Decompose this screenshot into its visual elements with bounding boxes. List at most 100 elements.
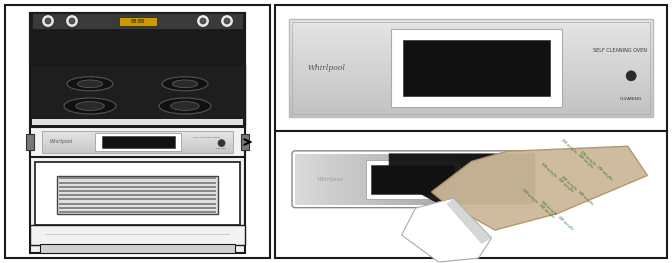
Bar	[241, 134, 249, 150]
Bar	[477, 154, 484, 205]
Bar	[5, 5, 270, 258]
Bar	[401, 154, 407, 205]
Bar	[42, 140, 233, 142]
Bar	[289, 18, 653, 23]
Bar	[391, 29, 562, 107]
Bar	[30, 127, 245, 157]
Bar	[42, 146, 233, 148]
Bar	[26, 134, 34, 150]
Bar	[513, 154, 519, 205]
Bar	[42, 139, 233, 141]
Circle shape	[42, 14, 54, 28]
Bar	[42, 134, 233, 135]
Bar	[289, 42, 653, 47]
Bar	[489, 154, 495, 205]
Bar	[95, 133, 181, 151]
Text: 88:88: 88:88	[130, 19, 144, 24]
Bar	[289, 26, 653, 31]
Bar	[59, 203, 216, 205]
Bar	[42, 148, 233, 150]
Bar	[383, 154, 390, 205]
Bar	[319, 154, 325, 205]
Polygon shape	[431, 146, 647, 230]
Bar	[289, 81, 653, 86]
Bar	[289, 38, 653, 43]
Circle shape	[45, 18, 51, 24]
Ellipse shape	[172, 80, 198, 88]
Bar	[454, 154, 460, 205]
Bar	[42, 132, 233, 133]
Bar	[32, 13, 243, 29]
Bar	[42, 141, 233, 143]
Bar	[59, 207, 216, 209]
Bar	[471, 154, 478, 205]
Bar	[289, 73, 653, 78]
Bar	[289, 85, 653, 90]
Bar	[466, 154, 472, 205]
Bar	[430, 154, 437, 205]
Ellipse shape	[77, 80, 103, 88]
Bar	[289, 69, 653, 74]
Text: Whirlpool: Whirlpool	[50, 139, 73, 144]
Circle shape	[626, 71, 636, 81]
Bar	[348, 154, 354, 205]
Bar	[389, 154, 395, 205]
Ellipse shape	[64, 98, 116, 114]
Bar	[353, 154, 360, 205]
Bar	[289, 50, 653, 54]
Text: 3M acrylic  3M acrylic: 3M acrylic 3M acrylic	[560, 138, 594, 169]
Circle shape	[69, 18, 75, 24]
Bar	[59, 198, 216, 200]
Text: Whirlpool: Whirlpool	[317, 177, 344, 182]
Bar	[42, 151, 233, 153]
Bar	[42, 138, 233, 140]
Bar	[30, 225, 245, 245]
Bar	[460, 154, 466, 205]
Bar	[59, 177, 216, 179]
Bar	[42, 130, 233, 132]
Bar	[413, 154, 419, 205]
Bar	[342, 154, 348, 205]
Bar	[366, 160, 460, 199]
Bar	[289, 97, 653, 101]
Polygon shape	[447, 198, 491, 244]
Bar	[436, 154, 442, 205]
Bar	[507, 154, 513, 205]
Bar	[289, 62, 653, 66]
Bar	[30, 13, 245, 253]
Bar	[483, 154, 489, 205]
Bar	[42, 143, 233, 144]
Bar	[32, 119, 243, 125]
Bar	[59, 194, 216, 196]
Bar	[35, 162, 240, 225]
Bar	[289, 101, 653, 105]
Bar	[42, 133, 233, 134]
Polygon shape	[389, 154, 535, 205]
Bar	[289, 113, 653, 117]
Circle shape	[220, 14, 233, 28]
Bar	[42, 147, 233, 149]
Bar	[289, 58, 653, 62]
Bar	[275, 131, 667, 258]
Bar	[312, 154, 319, 205]
Bar	[360, 154, 366, 205]
Bar	[289, 77, 653, 82]
Text: 3M acrylic  3M acrylic: 3M acrylic 3M acrylic	[560, 175, 594, 206]
Text: 3M acrylic  3M acrylic: 3M acrylic 3M acrylic	[579, 150, 614, 181]
Bar	[42, 136, 233, 138]
Ellipse shape	[67, 77, 113, 91]
Ellipse shape	[171, 102, 200, 110]
Bar	[289, 34, 653, 39]
Bar	[289, 93, 653, 97]
Bar	[289, 46, 653, 50]
Text: CLEANING: CLEANING	[620, 97, 642, 101]
Bar	[289, 89, 653, 93]
Circle shape	[65, 14, 79, 28]
Bar	[59, 186, 216, 188]
Bar	[42, 150, 233, 152]
Bar	[524, 154, 531, 205]
Bar	[295, 154, 301, 205]
Bar	[40, 244, 235, 253]
Circle shape	[200, 18, 206, 24]
Bar	[518, 154, 525, 205]
